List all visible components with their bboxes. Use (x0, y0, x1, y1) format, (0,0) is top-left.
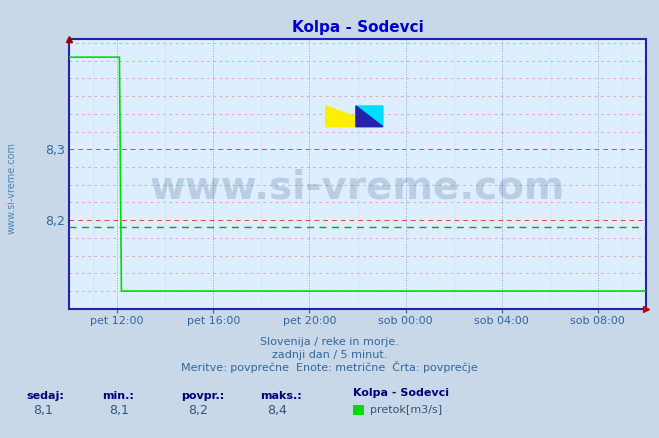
Text: povpr.:: povpr.: (181, 392, 225, 402)
Text: 8,4: 8,4 (267, 404, 287, 417)
Text: Slovenija / reke in morje.: Slovenija / reke in morje. (260, 337, 399, 347)
Polygon shape (326, 106, 383, 127)
Text: pretok[m3/s]: pretok[m3/s] (370, 406, 442, 415)
Text: www.si-vreme.com: www.si-vreme.com (150, 169, 565, 207)
Polygon shape (356, 106, 383, 127)
Text: www.si-vreme.com: www.si-vreme.com (7, 142, 17, 234)
Text: sedaj:: sedaj: (26, 392, 64, 402)
Text: zadnji dan / 5 minut.: zadnji dan / 5 minut. (272, 350, 387, 360)
Text: 8,2: 8,2 (188, 404, 208, 417)
Text: maks.:: maks.: (260, 392, 302, 402)
Text: 8,1: 8,1 (33, 404, 53, 417)
Title: Kolpa - Sodevci: Kolpa - Sodevci (292, 21, 423, 35)
Text: Kolpa - Sodevci: Kolpa - Sodevci (353, 388, 449, 398)
Text: Meritve: povprečne  Enote: metrične  Črta: povprečje: Meritve: povprečne Enote: metrične Črta:… (181, 361, 478, 373)
Text: min.:: min.: (102, 392, 134, 402)
Text: 8,1: 8,1 (109, 404, 129, 417)
Polygon shape (356, 106, 383, 127)
